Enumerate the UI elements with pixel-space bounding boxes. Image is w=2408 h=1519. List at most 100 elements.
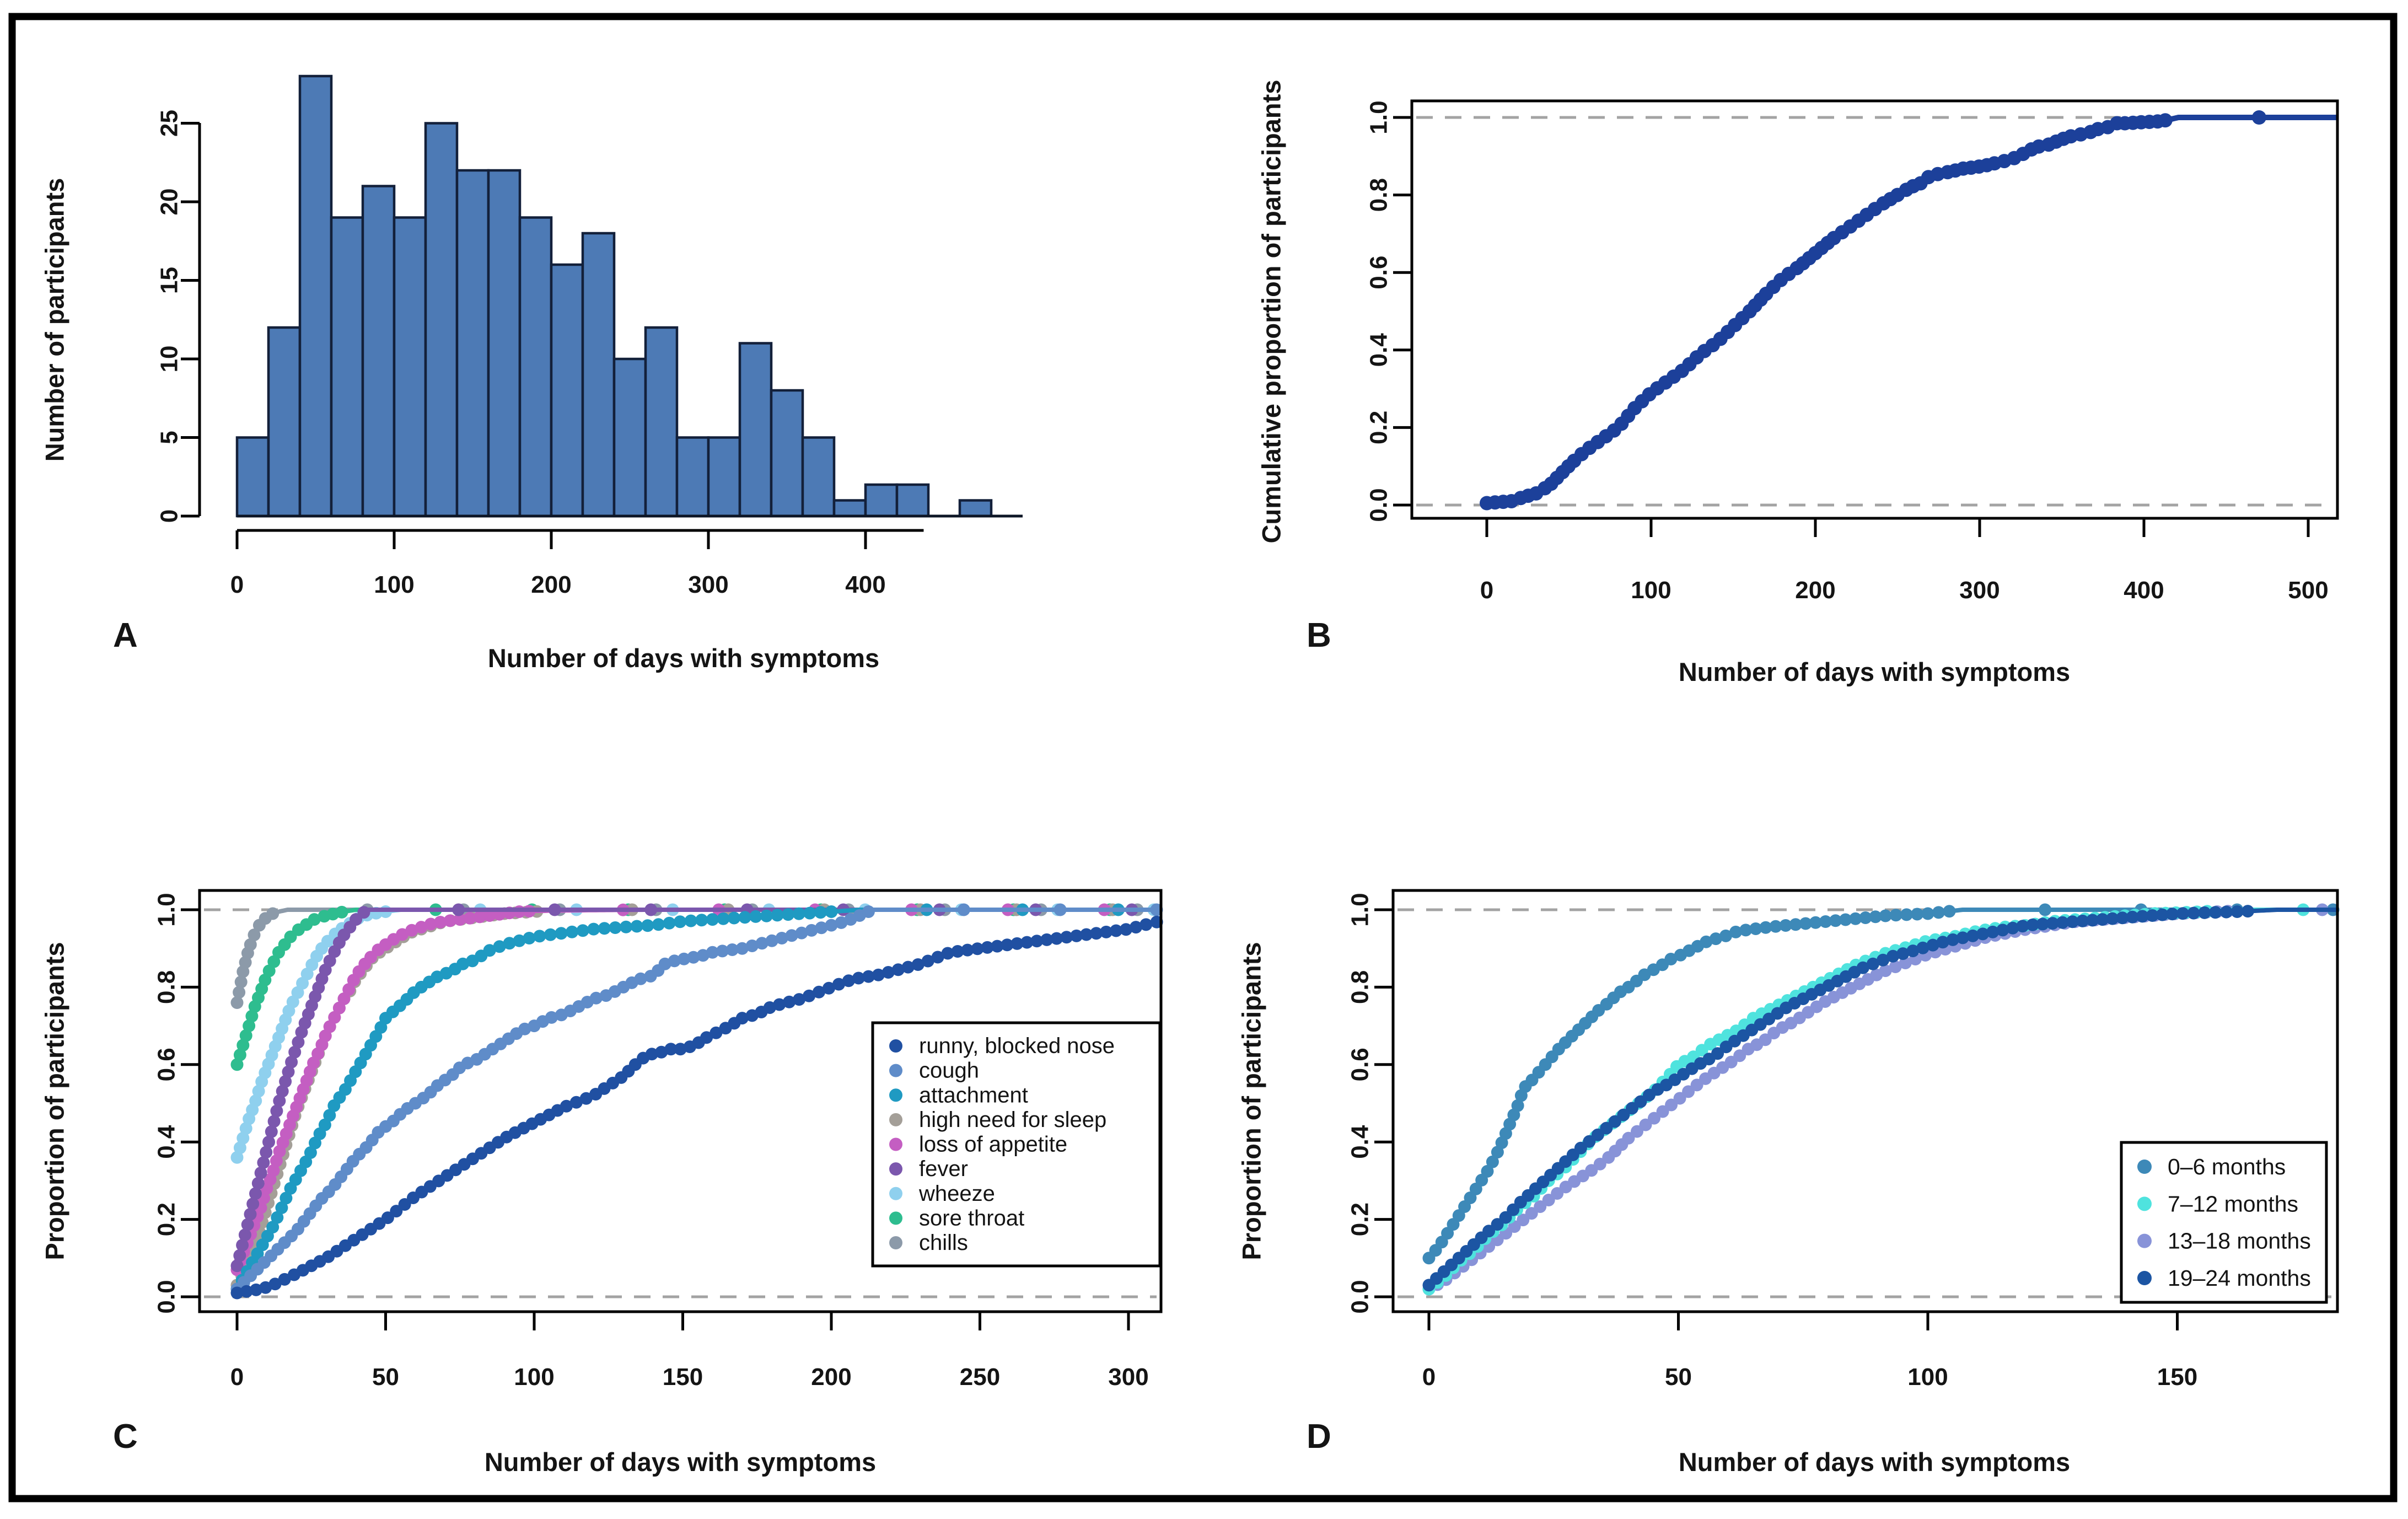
curve-dot: [396, 928, 409, 941]
curve-dot: [267, 955, 281, 968]
curve-dot: [463, 911, 476, 925]
bar: [770, 389, 804, 518]
curve-dot: [1733, 1049, 1746, 1062]
y-axis: 0 5 10 15 20 25: [156, 110, 201, 523]
curve-dot: [1054, 903, 1067, 916]
curve-dot: [664, 1043, 678, 1056]
curve-dot: [792, 907, 805, 920]
curve-dot: [2026, 918, 2039, 931]
curve-dot: [271, 1211, 284, 1224]
curve-dot: [2146, 909, 2159, 922]
curve-dot: [1626, 1102, 1638, 1115]
curve-dot: [763, 1001, 776, 1014]
curve-dot: [285, 1055, 298, 1069]
legend-label: 7–12 months: [2168, 1191, 2298, 1216]
curve-dot: [630, 920, 643, 933]
legend-dot: [2137, 1271, 2152, 1285]
curve-dot: [523, 932, 536, 944]
curve-dot: [1622, 1131, 1635, 1145]
curve-dot: [771, 909, 784, 922]
curve-dot: [1481, 1164, 1494, 1178]
curve-dot: [1900, 908, 1913, 921]
y-tick-label: 0.4: [153, 1125, 180, 1159]
curve-dot: [706, 913, 719, 926]
curve-dot: [266, 1221, 280, 1234]
curve-dot: [267, 1164, 280, 1177]
curve-dot: [1759, 921, 1772, 934]
curve-dot: [1839, 913, 1852, 926]
curve-dot: [2156, 908, 2169, 921]
curve-dot: [1100, 925, 1113, 938]
curve-dot: [668, 954, 681, 968]
curve-dot: [266, 907, 280, 920]
curve-dot: [270, 1104, 283, 1118]
curve-dot: [755, 937, 768, 950]
curve-dot: [1719, 929, 1732, 942]
curve-dot: [251, 1177, 265, 1190]
curve-dot: [278, 1273, 291, 1286]
plot-box: [1410, 99, 2339, 520]
legend-label: sore throat: [919, 1206, 1024, 1230]
curve-dot: [249, 1187, 262, 1200]
curve-dot: [230, 1286, 244, 1300]
y-tick-label: 0.8: [1366, 178, 1393, 212]
bar: [612, 357, 647, 518]
x-tick-label: 300: [1108, 1364, 1148, 1391]
x-axis: 0 100 200 300 400 500: [1480, 518, 2329, 604]
curve-dot: [233, 1141, 246, 1155]
curve-dot: [453, 913, 466, 926]
curve-dot: [533, 930, 546, 943]
bar: [832, 499, 867, 518]
curve-dot: [814, 906, 827, 919]
curve-dot: [862, 905, 875, 918]
curve-dot: [1656, 1105, 1669, 1118]
curve-dot: [783, 995, 796, 1008]
bar: [644, 326, 679, 518]
y-tick-label: 10: [156, 346, 183, 373]
curve-dot: [2006, 921, 2019, 935]
curve-dot: [2036, 917, 2049, 931]
y-tick-label: 0.0: [1366, 488, 1393, 522]
curve-dot: [237, 1039, 250, 1052]
curve-dot: [609, 921, 622, 934]
legend-dot: [2137, 1160, 2152, 1174]
curve-dot: [1946, 933, 1959, 946]
curve-dot: [328, 1011, 341, 1024]
curve-dot: [2056, 916, 2069, 929]
legend-item: fever: [889, 1157, 968, 1181]
curve-dot: [1936, 936, 1949, 949]
panel-letter: C: [113, 1418, 138, 1456]
x-tick-label: 100: [1631, 577, 1671, 604]
y-tick-label: 0: [156, 509, 183, 523]
curve-dot: [273, 1094, 286, 1108]
curve-dot: [1769, 920, 1782, 933]
legend-label: loss of appetite: [919, 1132, 1067, 1157]
bar: [895, 483, 930, 518]
curve-dot: [262, 1135, 275, 1148]
curve-dot: [1011, 937, 1024, 950]
bar: [864, 483, 899, 518]
curve-dot: [652, 918, 665, 931]
legend-item: loss of appetite: [889, 1132, 1067, 1157]
curve-dot: [456, 957, 470, 970]
curve-dot: [823, 981, 835, 995]
curve-dot: [1110, 924, 1122, 937]
curve-dot: [279, 1075, 292, 1088]
y-tick-label: 0.0: [1347, 1280, 1374, 1313]
curve-dot: [991, 940, 1004, 953]
curve-dot: [1886, 949, 1900, 963]
curve-dot: [357, 906, 370, 919]
plot-box: [1391, 889, 2339, 1313]
curve-dot: [803, 906, 816, 920]
curve-dot: [233, 1249, 246, 1262]
x-tick-label: 100: [374, 571, 414, 598]
curve-dot: [1932, 906, 1945, 919]
curve-dot: [244, 1207, 257, 1221]
curve-dot: [2106, 912, 2119, 925]
curve-dot: [268, 1278, 282, 1291]
x-tick-label: 400: [2124, 577, 2164, 604]
legend-dot: [889, 1211, 902, 1225]
x-axis: 0 50 100 150 200 250 300: [230, 1312, 1149, 1391]
bar: [518, 216, 553, 518]
